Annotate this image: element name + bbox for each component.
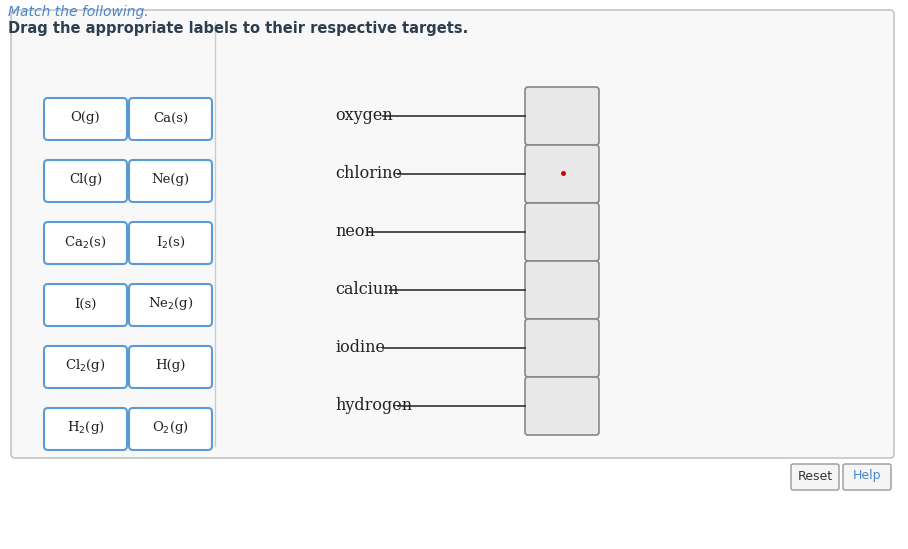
- FancyBboxPatch shape: [843, 464, 891, 490]
- Text: chlorine: chlorine: [335, 165, 402, 182]
- FancyBboxPatch shape: [791, 464, 839, 490]
- Text: Ne$_2$(g): Ne$_2$(g): [148, 295, 193, 312]
- Text: calcium: calcium: [335, 282, 399, 299]
- FancyBboxPatch shape: [525, 319, 599, 377]
- FancyBboxPatch shape: [129, 98, 212, 140]
- Text: Ne(g): Ne(g): [152, 173, 190, 187]
- Text: Ca(s): Ca(s): [153, 111, 188, 125]
- Text: I(s): I(s): [74, 298, 96, 311]
- FancyBboxPatch shape: [525, 261, 599, 319]
- Text: Help: Help: [853, 469, 882, 483]
- FancyBboxPatch shape: [44, 346, 127, 388]
- FancyBboxPatch shape: [129, 160, 212, 202]
- FancyBboxPatch shape: [129, 408, 212, 450]
- FancyBboxPatch shape: [129, 284, 212, 326]
- Text: hydrogen: hydrogen: [335, 397, 412, 414]
- FancyBboxPatch shape: [525, 145, 599, 203]
- Text: I$_2$(s): I$_2$(s): [155, 234, 185, 250]
- Text: Cl(g): Cl(g): [69, 173, 102, 187]
- FancyBboxPatch shape: [525, 377, 599, 435]
- Text: Reset: Reset: [797, 469, 833, 483]
- Text: Drag the appropriate labels to their respective targets.: Drag the appropriate labels to their res…: [8, 21, 469, 36]
- Text: oxygen: oxygen: [335, 108, 393, 125]
- FancyBboxPatch shape: [11, 10, 894, 458]
- Text: O(g): O(g): [71, 111, 100, 125]
- Text: iodine: iodine: [335, 339, 385, 356]
- FancyBboxPatch shape: [44, 284, 127, 326]
- FancyBboxPatch shape: [129, 346, 212, 388]
- FancyBboxPatch shape: [44, 160, 127, 202]
- FancyBboxPatch shape: [44, 222, 127, 264]
- Text: H$_2$(g): H$_2$(g): [66, 419, 104, 436]
- Text: Match the following.: Match the following.: [8, 5, 149, 19]
- FancyBboxPatch shape: [525, 87, 599, 145]
- Text: H(g): H(g): [155, 360, 186, 373]
- FancyBboxPatch shape: [525, 203, 599, 261]
- Text: O$_2$(g): O$_2$(g): [152, 419, 189, 436]
- Text: Cl$_2$(g): Cl$_2$(g): [65, 357, 105, 374]
- FancyBboxPatch shape: [44, 408, 127, 450]
- Text: neon: neon: [335, 223, 375, 240]
- Text: Ca$_2$(s): Ca$_2$(s): [64, 234, 107, 250]
- FancyBboxPatch shape: [129, 222, 212, 264]
- FancyBboxPatch shape: [44, 98, 127, 140]
